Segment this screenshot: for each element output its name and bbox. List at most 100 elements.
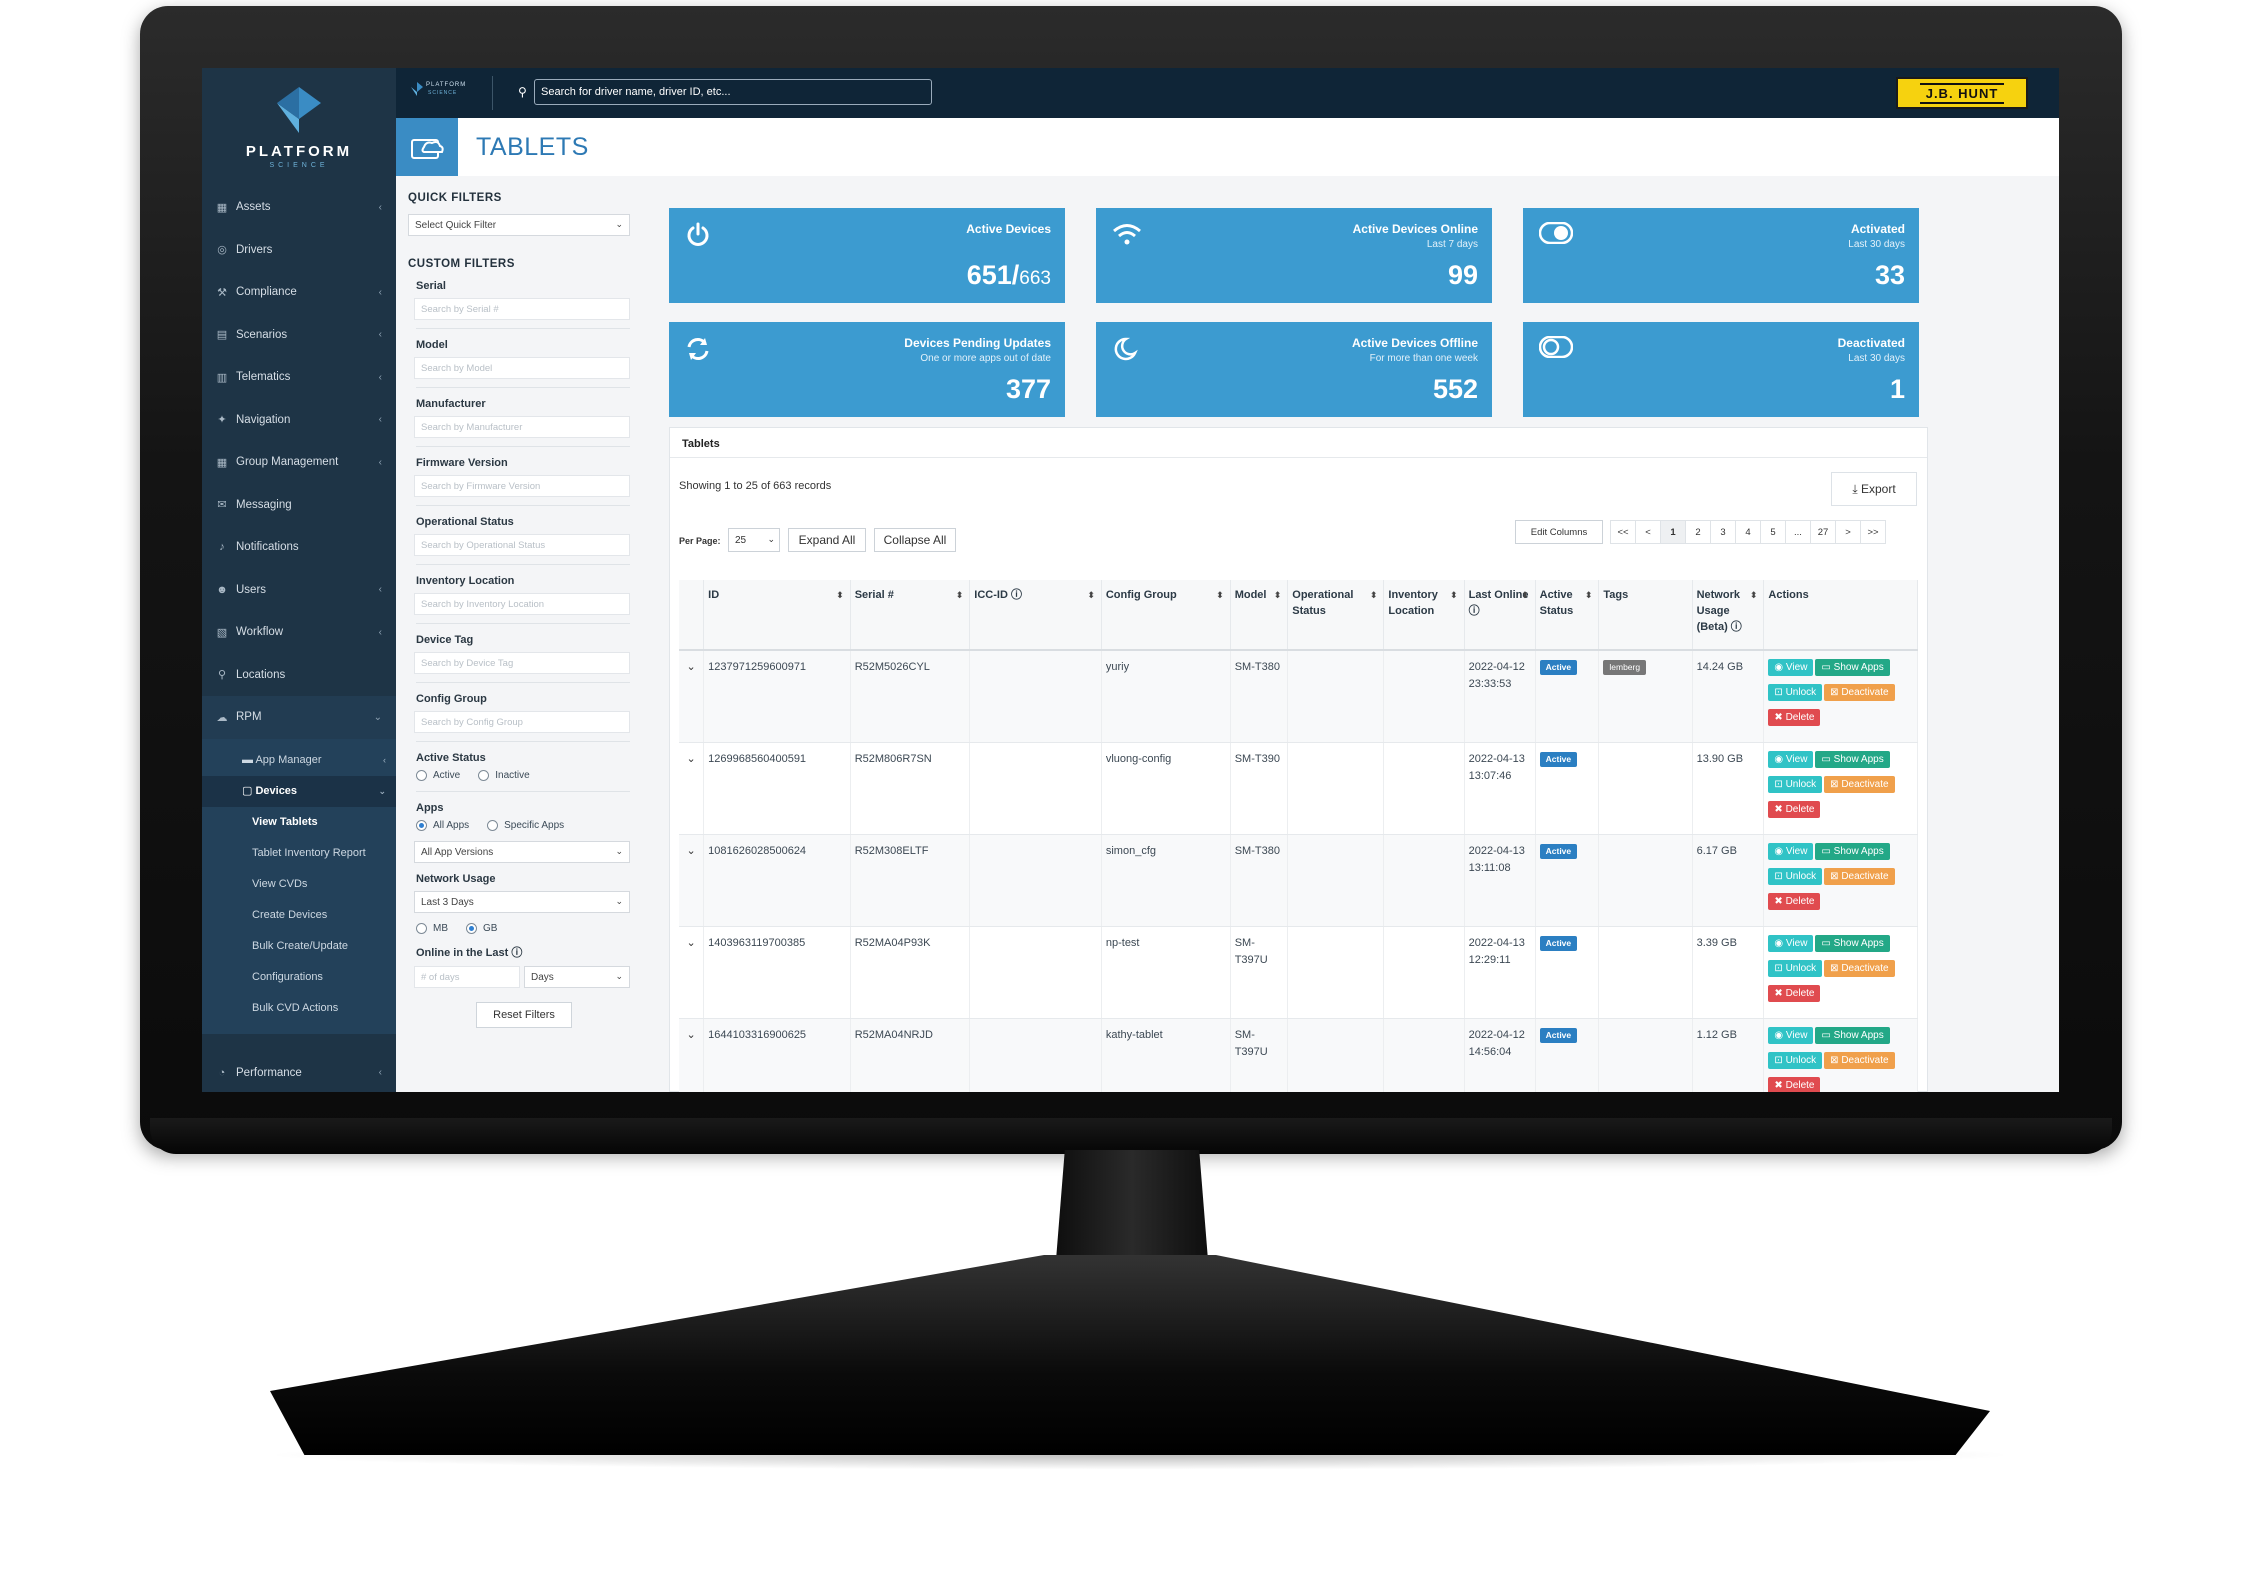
deactivate-button[interactable]: ⊠ Deactivate xyxy=(1824,868,1895,885)
sidebar-subitem-configurations[interactable]: Configurations xyxy=(252,970,323,983)
sidebar-subitem-bulk-cvd-actions[interactable]: Bulk CVD Actions xyxy=(252,1001,339,1014)
global-search-input[interactable] xyxy=(534,79,932,105)
show-apps-button[interactable]: ▭ Show Apps xyxy=(1815,1027,1890,1044)
show-apps-button[interactable]: ▭ Show Apps xyxy=(1815,751,1890,768)
sidebar-item-scenarios[interactable]: ▤ Scenarios ‹ xyxy=(202,314,396,357)
table-row[interactable]: ⌄ 1081626028500624 R52M308ELTF simon_cfg SM-… xyxy=(679,834,1918,927)
filter-manufacturer-input[interactable]: Search by Manufacturer xyxy=(414,416,630,438)
column-header-tags[interactable]: Tags xyxy=(1598,580,1693,651)
page-button[interactable]: 4 xyxy=(1735,520,1761,544)
deactivate-button[interactable]: ⊠ Deactivate xyxy=(1824,960,1895,977)
expand-all-button[interactable]: Expand All xyxy=(788,528,866,552)
collapse-all-button[interactable]: Collapse All xyxy=(874,528,956,552)
table-row[interactable]: ⌄ 1269968560400591 R52M806R7SN vluong-confi… xyxy=(679,742,1918,835)
sidebar-item-navigation[interactable]: ✦ Navigation ‹ xyxy=(202,399,396,442)
deactivate-button[interactable]: ⊠ Deactivate xyxy=(1824,684,1895,701)
column-header-model[interactable]: Model ⬍ xyxy=(1230,580,1289,651)
sort-icon[interactable]: ⬍ xyxy=(1521,590,1529,600)
sort-icon[interactable]: ⬍ xyxy=(1273,590,1282,600)
sort-icon[interactable]: ⬍ xyxy=(955,590,964,600)
stat-card-devices-pending-updates[interactable]: Devices Pending Updates One or more apps … xyxy=(669,322,1065,417)
reset-filters-button[interactable]: Reset Filters xyxy=(476,1002,572,1028)
filter-config-group-input[interactable]: Search by Config Group xyxy=(414,711,630,733)
sidebar-subitem-view-tablets[interactable]: View Tablets xyxy=(252,815,318,828)
show-apps-button[interactable]: ▭ Show Apps xyxy=(1815,659,1890,676)
sidebar-item-app-manager[interactable]: ▬ App Manager ‹ xyxy=(202,745,396,776)
stat-card-deactivated[interactable]: Deactivated Last 30 days 1 xyxy=(1523,322,1919,417)
column-header-actions[interactable]: Actions xyxy=(1763,580,1918,651)
page-button[interactable]: >> xyxy=(1860,520,1886,544)
expand-row-chevron-icon[interactable]: ⌄ xyxy=(679,650,705,743)
column-header-operational-status[interactable]: Operational Status ⬍ xyxy=(1287,580,1385,651)
page-button[interactable]: > xyxy=(1835,520,1861,544)
column-header-id[interactable]: ID ⬍ xyxy=(703,580,851,651)
view-button[interactable]: ◉ View xyxy=(1768,751,1814,768)
sidebar-item-notifications[interactable]: ♪ Notifications xyxy=(202,526,396,569)
sidebar-item-locations[interactable]: ⚲ Locations xyxy=(202,654,396,697)
view-button[interactable]: ◉ View xyxy=(1768,935,1814,952)
table-row[interactable]: ⌄ 1403963119700385 R52MA04P93K np-test SM-T3… xyxy=(679,926,1918,1019)
sidebar-item-drivers[interactable]: ◎ Drivers xyxy=(202,229,396,272)
view-button[interactable]: ◉ View xyxy=(1768,843,1814,860)
unlock-button[interactable]: ⊡ Unlock xyxy=(1768,868,1823,885)
column-header-active-status[interactable]: Active Status ⬍ xyxy=(1535,580,1600,651)
small-brand-logo[interactable]: PLATFORM SCIENCE xyxy=(410,80,470,104)
column-header-serial-[interactable]: Serial # ⬍ xyxy=(850,580,971,651)
column-header-inventory-location[interactable]: Inventory Location ⬍ xyxy=(1383,580,1465,651)
page-button[interactable]: 1 xyxy=(1660,520,1686,544)
filter-device-tag-input[interactable]: Search by Device Tag xyxy=(414,652,630,674)
filter-serial-input[interactable]: Search by Serial # xyxy=(414,298,630,320)
sort-icon[interactable]: ⬍ xyxy=(1749,590,1758,600)
sidebar-item-assets[interactable]: ▦ Assets ‹ xyxy=(202,186,396,229)
network-period-select[interactable]: Last 3 Days ⌄ xyxy=(414,891,630,913)
deactivate-button[interactable]: ⊠ Deactivate xyxy=(1824,776,1895,793)
expand-row-chevron-icon[interactable]: ⌄ xyxy=(679,1018,705,1092)
mb-radio[interactable] xyxy=(416,923,427,934)
specific-apps-radio[interactable] xyxy=(487,820,499,831)
stat-card-active-devices[interactable]: Active Devices 651/663 xyxy=(669,208,1065,303)
sidebar-subitem-view-cvds[interactable]: View CVDs xyxy=(252,877,308,890)
export-button[interactable]: ⤓ Export xyxy=(1831,472,1917,506)
column-header-config-group[interactable]: Config Group ⬍ xyxy=(1101,580,1231,651)
stat-card-active-devices-offline[interactable]: Active Devices Offline For more than one … xyxy=(1096,322,1492,417)
page-button[interactable]: 5 xyxy=(1760,520,1786,544)
show-apps-button[interactable]: ▭ Show Apps xyxy=(1815,935,1890,952)
app-versions-select[interactable]: All App Versions ⌄ xyxy=(414,841,630,863)
sort-icon[interactable]: ⬍ xyxy=(836,590,844,600)
page-button[interactable]: ... xyxy=(1785,520,1811,544)
sort-icon[interactable]: ⬍ xyxy=(1584,590,1593,600)
gb-radio[interactable] xyxy=(466,923,477,934)
page-button[interactable]: 3 xyxy=(1710,520,1736,544)
brand-logo[interactable]: PLATFORM SCIENCE xyxy=(202,68,396,186)
delete-button[interactable]: ✖ Delete xyxy=(1768,985,1821,1002)
unlock-button[interactable]: ⊡ Unlock xyxy=(1768,684,1823,701)
per-page-select[interactable]: 25 ⌄ xyxy=(728,528,780,552)
edit-columns-button[interactable]: Edit Columns xyxy=(1515,520,1603,544)
unlock-button[interactable]: ⊡ Unlock xyxy=(1768,960,1823,977)
show-apps-button[interactable]: ▭ Show Apps xyxy=(1815,843,1890,860)
days-unit-select[interactable]: Days ⌄ xyxy=(524,966,630,988)
page-button[interactable]: 27 xyxy=(1810,520,1836,544)
days-input[interactable]: # of days xyxy=(414,966,520,988)
expand-row-chevron-icon[interactable]: ⌄ xyxy=(679,742,705,835)
sort-icon[interactable]: ⬍ xyxy=(1087,590,1095,600)
filter-firmware-version-input[interactable]: Search by Firmware Version xyxy=(414,475,630,497)
page-button[interactable]: << xyxy=(1610,520,1636,544)
quick-filter-select[interactable]: Select Quick Filter ⌄ xyxy=(408,214,630,236)
sidebar-item-devices[interactable]: ▢ Devices ⌄ xyxy=(202,775,396,807)
sidebar-item-messaging[interactable]: ✉ Messaging xyxy=(202,484,396,527)
filter-operational-status-input[interactable]: Search by Operational Status xyxy=(414,534,630,556)
tag-badge[interactable]: lemberg xyxy=(1603,660,1647,675)
filter-inventory-location-input[interactable]: Search by Inventory Location xyxy=(414,593,630,615)
sidebar-item-users[interactable]: ☻ Users ‹ xyxy=(202,569,396,612)
deactivate-button[interactable]: ⊠ Deactivate xyxy=(1824,1052,1895,1069)
sort-icon[interactable]: ⬍ xyxy=(1450,590,1458,600)
column-header-icc-id[interactable]: ICC-ID ⓘ ⬍ xyxy=(969,580,1102,651)
delete-button[interactable]: ✖ Delete xyxy=(1768,709,1821,726)
filter-model-input[interactable]: Search by Model xyxy=(414,357,630,379)
sort-icon[interactable]: ⬍ xyxy=(1216,590,1224,600)
sidebar-item-workflow[interactable]: ▧ Workflow ‹ xyxy=(202,611,396,654)
inactive-radio[interactable] xyxy=(478,770,490,781)
expand-row-chevron-icon[interactable]: ⌄ xyxy=(679,834,705,927)
page-button[interactable]: < xyxy=(1635,520,1661,544)
